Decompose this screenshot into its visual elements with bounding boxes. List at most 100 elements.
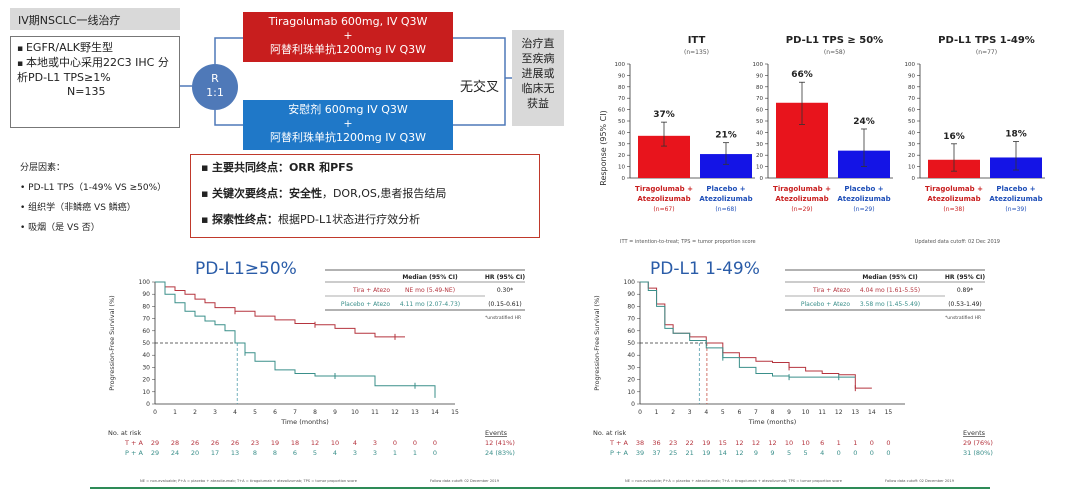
- km-x-tick-label: 15: [885, 409, 893, 416]
- km-at-risk-ta: 28: [171, 439, 179, 447]
- km-x-tick-label: 8: [313, 409, 317, 416]
- orr-arm-label: Atezolizumab: [989, 195, 1042, 203]
- km-legend-placebo: Placebo + Atezo: [341, 301, 390, 308]
- km-hr-ci: (0.15-0.61): [488, 301, 522, 308]
- orr-y-tick-label: 90: [908, 73, 915, 79]
- km-at-risk-pa-label: P + A: [610, 449, 628, 457]
- orr-y-tick-label: 30: [908, 142, 915, 148]
- orr-panel-title: ITT: [688, 35, 706, 46]
- orr-arm-label: Atezolizumab: [775, 195, 828, 203]
- km-x-tick-label: 0: [638, 409, 642, 416]
- km-cutoff: Follow data cutoff: 02 December 2019: [430, 479, 500, 483]
- randomization-ratio: 1:1: [206, 86, 224, 99]
- randomization-label: R: [211, 72, 219, 85]
- km-at-risk-pa: 1: [413, 449, 417, 457]
- km-x-tick-label: 9: [333, 409, 337, 416]
- orr-arm-label: Atezolizumab: [699, 195, 752, 203]
- km-hr-ci: (0.53-1.49): [948, 301, 982, 308]
- orr-y-tick-label: 20: [618, 153, 625, 159]
- km-at-risk-pa: 19: [702, 449, 710, 457]
- km-at-risk-pa: 0: [837, 449, 841, 457]
- km-at-risk-ta: 19: [271, 439, 279, 447]
- orr-y-tick-label: 10: [618, 165, 625, 171]
- km-at-risk-pa: 0: [870, 449, 874, 457]
- km-y-tick-label: 10: [627, 389, 635, 396]
- orr-y-tick-label: 20: [908, 153, 915, 159]
- orr-panel-n: (n=135): [684, 49, 709, 56]
- orr-arm-label: Atezolizumab: [637, 195, 690, 203]
- km-y-tick-label: 100: [139, 279, 151, 286]
- km-y-tick-label: 60: [627, 328, 635, 335]
- km-title: PD-L1≥50%: [195, 259, 297, 279]
- km-events-label: Events: [485, 429, 508, 437]
- orr-y-tick-label: 40: [618, 130, 625, 136]
- km-at-risk-ta: 36: [652, 439, 660, 447]
- km-hr-value: 0.30*: [497, 287, 513, 294]
- km-at-risk-ta: 15: [719, 439, 727, 447]
- km-at-risk-pa: 8: [273, 449, 277, 457]
- km-x-tick-label: 7: [754, 409, 758, 416]
- km-events-label: Events: [963, 429, 986, 437]
- km-curve: [155, 281, 405, 338]
- km-median-placebo: 4.11 mo (2.07-4.73): [400, 301, 460, 308]
- endpoint-key: 探索性终点：: [211, 213, 278, 226]
- km-at-risk-pa: 20: [191, 449, 199, 457]
- orr-footnote-left: ITT = intention-to-treat; TPS = tumor pr…: [620, 239, 756, 245]
- treatment-end-box: 治疗直 至疾病 进展或 临床无 获益: [512, 30, 564, 126]
- km-x-tick-label: 2: [193, 409, 197, 416]
- km-at-risk-pa: 3: [353, 449, 357, 457]
- orr-y-tick-label: 0: [760, 176, 764, 182]
- orr-y-tick-label: 50: [908, 119, 915, 125]
- km-at-risk-ta: 1: [853, 439, 857, 447]
- orr-y-tick-label: 10: [756, 165, 763, 171]
- eligibility-box: EGFR/ALK野生型 本地或中心采用22C3 IHC 分析PD-L1 TPS≥…: [10, 36, 180, 128]
- km-at-risk-pa: 14: [719, 449, 727, 457]
- km-at-risk-pa: 3: [373, 449, 377, 457]
- orr-y-tick-label: 30: [756, 142, 763, 148]
- orr-arm-label: Atezolizumab: [837, 195, 890, 203]
- orr-panel-n: (n=77): [976, 49, 997, 56]
- orr-value-label: 66%: [791, 70, 813, 80]
- strat-title: 分层因素：: [20, 163, 66, 173]
- arm-line: +: [343, 117, 353, 130]
- km-hr-note: *unstratified HR: [485, 315, 521, 321]
- orr-y-tick-label: 60: [756, 108, 763, 114]
- orr-arm-label: Tiragolumab +: [635, 185, 693, 193]
- orr-value-label: 16%: [943, 132, 965, 142]
- km-y-tick-label: 0: [631, 401, 635, 408]
- km-y-tick-label: 40: [627, 352, 635, 359]
- orr-arm-n: (n=67): [653, 206, 674, 213]
- km-y-tick-label: 20: [627, 377, 635, 384]
- endpoint-key: 关键次要终点：安全性: [211, 187, 322, 200]
- km-at-risk-ta: 6: [820, 439, 824, 447]
- km-x-tick-label: 1: [173, 409, 177, 416]
- km-at-risk-ta: 10: [331, 439, 339, 447]
- endpoint-rest: 根据PD-L1状态进行疗效分析: [277, 213, 421, 226]
- orr-y-tick-label: 50: [756, 119, 763, 125]
- km-x-tick-label: 6: [273, 409, 277, 416]
- km-y-tick-label: 30: [627, 364, 635, 371]
- orr-footnote-right: Updated data cutoff: 02 Dec 2019: [915, 239, 1000, 245]
- km-y-tick-label: 40: [142, 352, 150, 359]
- orr-panel-title: PD-L1 TPS 1-49%: [938, 35, 1035, 46]
- km-median-tira: NE mo (5.49-NE): [405, 287, 455, 294]
- km-at-risk-pa: 5: [313, 449, 317, 457]
- orr-y-tick-label: 10: [908, 165, 915, 171]
- km-x-axis-label: Time (months): [748, 418, 797, 426]
- eligibility-item: 本地或中心采用22C3 IHC 分析PD-L1 TPS≥1%: [17, 56, 173, 85]
- km-x-tick-label: 0: [153, 409, 157, 416]
- orr-y-tick-label: 40: [908, 130, 915, 136]
- km-y-axis-label: Progression-Free Survival (%): [593, 295, 601, 390]
- km-at-risk-ta: 22: [686, 439, 694, 447]
- arm-line: 阿替利珠单抗1200mg IV Q3W: [270, 131, 426, 144]
- km-x-tick-label: 11: [818, 409, 826, 416]
- km-x-tick-label: 4: [704, 409, 708, 416]
- orr-panel-n: (n=58): [824, 49, 845, 56]
- km-x-tick-label: 10: [802, 409, 810, 416]
- orr-arm-n: (n=29): [853, 206, 874, 213]
- arm-line: Tiragolumab 600mg, IV Q3W: [268, 15, 428, 28]
- km-x-axis-label: Time (months): [280, 418, 329, 426]
- sample-size: N=135: [67, 85, 106, 98]
- endpoint-key: 主要共同终点：ORR 和PFS: [211, 161, 354, 174]
